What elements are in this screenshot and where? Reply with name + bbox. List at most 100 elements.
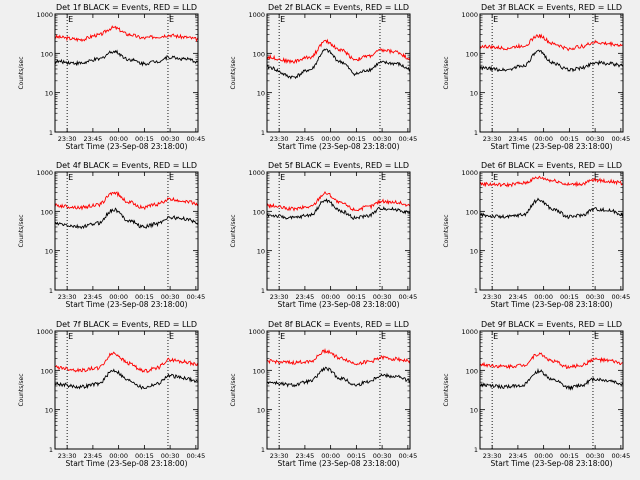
y-tick-label: 1000: [36, 169, 53, 177]
event-marker-label: E: [169, 173, 174, 182]
x-tick-label: 00:45: [186, 135, 205, 143]
detector-panel: Det 2f BLACK = Events, RED = LLD Counts/s…: [230, 3, 417, 151]
plot-frame: [479, 171, 624, 291]
x-tick-label: 23:30: [58, 293, 77, 301]
x-axis-label: Start Time (23-Sep-08 23:18:00): [491, 459, 613, 468]
panel-title: Det 6f BLACK = Events, RED = LLD: [481, 161, 622, 170]
detector-panel: Det 4f BLACK = Events, RED = LLD Counts/s…: [18, 161, 205, 309]
x-tick-label: 23:30: [270, 293, 289, 301]
x-tick-label: 00:15: [560, 452, 579, 460]
lld-series-line: [479, 352, 624, 370]
detector-panel: Det 6f BLACK = Events, RED = LLD Counts/s…: [443, 161, 630, 309]
plot-frame: [266, 13, 411, 133]
lld-series-line: [479, 175, 624, 188]
y-tick-label: 10: [470, 248, 478, 256]
event-marker-label: E: [280, 332, 285, 341]
y-tick-label: 1: [49, 446, 53, 454]
y-tick-label: 100: [253, 208, 265, 216]
x-tick-label: 00:30: [373, 135, 392, 143]
y-tick-label: 1: [49, 287, 53, 295]
x-tick-label: 00:15: [347, 293, 366, 301]
x-tick-label: 23:45: [296, 135, 315, 143]
event-marker-label: E: [381, 15, 386, 24]
panel-title: Det 3f BLACK = Events, RED = LLD: [481, 3, 622, 12]
x-tick-label: 00:00: [109, 135, 128, 143]
event-marker-label: E: [68, 173, 73, 182]
y-tick-label: 1: [261, 129, 265, 137]
event-marker-label: E: [381, 173, 386, 182]
y-tick-label: 1: [474, 446, 478, 454]
x-axis-label: Start Time (23-Sep-08 23:18:00): [278, 300, 400, 309]
y-axis-label: Counts/sec: [18, 56, 25, 89]
x-tick-label: 00:30: [586, 135, 605, 143]
y-tick-label: 1: [474, 129, 478, 137]
y-tick-label: 100: [41, 208, 53, 216]
detector-panel: Det 8f BLACK = Events, RED = LLD Counts/s…: [230, 320, 417, 468]
y-tick-label: 1: [474, 287, 478, 295]
x-tick-label: 00:30: [586, 293, 605, 301]
y-tick-label: 1000: [248, 328, 265, 336]
y-tick-label: 1000: [461, 169, 478, 177]
event-marker-label: E: [68, 15, 73, 24]
x-tick-label: 23:30: [483, 135, 502, 143]
panel-title: Det 2f BLACK = Events, RED = LLD: [268, 3, 409, 12]
x-tick-label: 00:30: [586, 452, 605, 460]
plot-frame: [54, 13, 199, 133]
x-tick-label: 00:45: [186, 452, 205, 460]
x-tick-label: 00:45: [611, 135, 630, 143]
x-tick-label: 00:45: [398, 452, 417, 460]
panel-title: Det 5f BLACK = Events, RED = LLD: [268, 161, 409, 170]
y-axis-label: Counts/sec: [230, 56, 237, 89]
x-tick-label: 00:15: [347, 452, 366, 460]
x-tick-label: 23:30: [58, 135, 77, 143]
panel-title: Det 9f BLACK = Events, RED = LLD: [481, 320, 622, 329]
x-tick-label: 00:15: [560, 293, 579, 301]
events-series-line: [266, 366, 411, 388]
detector-panel: Det 7f BLACK = Events, RED = LLD Counts/s…: [18, 320, 205, 468]
event-marker-label: E: [594, 332, 599, 341]
events-series-line: [54, 207, 199, 230]
x-tick-label: 23:45: [84, 452, 103, 460]
x-tick-label: 23:45: [296, 293, 315, 301]
y-tick-label: 100: [41, 367, 53, 375]
x-axis-label: Start Time (23-Sep-08 23:18:00): [66, 459, 188, 468]
x-tick-label: 00:30: [161, 293, 180, 301]
x-tick-label: 00:00: [534, 452, 553, 460]
x-axis-label: Start Time (23-Sep-08 23:18:00): [66, 142, 188, 151]
x-tick-label: 23:45: [509, 452, 528, 460]
y-tick-label: 100: [466, 50, 478, 58]
x-tick-label: 23:30: [58, 452, 77, 460]
event-marker-label: E: [280, 173, 285, 182]
detector-panel: Det 5f BLACK = Events, RED = LLD Counts/s…: [230, 161, 417, 309]
y-axis-label: Counts/sec: [18, 214, 25, 247]
y-tick-label: 1000: [248, 169, 265, 177]
x-tick-label: 23:30: [483, 452, 502, 460]
lld-series-line: [54, 25, 199, 43]
events-series-line: [479, 367, 624, 391]
y-tick-label: 10: [257, 248, 265, 256]
x-tick-label: 00:15: [560, 135, 579, 143]
x-axis-label: Start Time (23-Sep-08 23:18:00): [491, 300, 613, 309]
x-tick-label: 00:45: [611, 452, 630, 460]
event-marker-label: E: [68, 332, 73, 341]
x-tick-label: 00:45: [186, 293, 205, 301]
x-tick-label: 23:30: [270, 135, 289, 143]
y-axis-label: Counts/sec: [443, 56, 450, 89]
y-axis-label: Counts/sec: [18, 373, 25, 406]
detector-panel: Det 9f BLACK = Events, RED = LLD Counts/s…: [443, 320, 630, 468]
y-tick-label: 100: [466, 208, 478, 216]
x-tick-label: 23:30: [483, 293, 502, 301]
y-tick-label: 1000: [36, 328, 53, 336]
x-tick-label: 00:00: [321, 452, 340, 460]
x-tick-label: 00:45: [398, 293, 417, 301]
event-marker-label: E: [594, 15, 599, 24]
lld-series-line: [266, 38, 411, 65]
x-tick-label: 23:45: [84, 293, 103, 301]
x-tick-label: 00:15: [135, 135, 154, 143]
panel-title: Det 1f BLACK = Events, RED = LLD: [56, 3, 197, 12]
x-tick-label: 00:45: [398, 135, 417, 143]
y-tick-label: 10: [45, 407, 53, 415]
y-tick-label: 10: [470, 90, 478, 98]
y-tick-label: 10: [45, 248, 53, 256]
y-tick-label: 100: [41, 50, 53, 58]
